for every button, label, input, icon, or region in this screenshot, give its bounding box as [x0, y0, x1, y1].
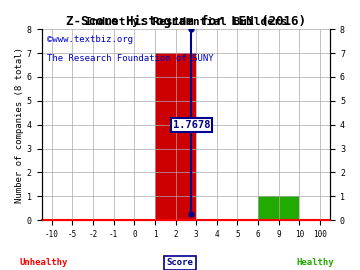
Text: Score: Score [167, 258, 193, 267]
Text: Industry: Residential Builders: Industry: Residential Builders [85, 17, 287, 27]
Text: Unhealthy: Unhealthy [19, 258, 67, 267]
Text: ©www.textbiz.org: ©www.textbiz.org [47, 35, 133, 44]
Text: Healthy: Healthy [296, 258, 334, 267]
Text: The Research Foundation of SUNY: The Research Foundation of SUNY [47, 54, 214, 63]
Y-axis label: Number of companies (8 total): Number of companies (8 total) [15, 47, 24, 202]
Title: Z-Score Histogram for LEN (2016): Z-Score Histogram for LEN (2016) [66, 15, 306, 28]
Bar [258, 196, 299, 220]
Text: 1.7678: 1.7678 [173, 120, 210, 130]
Bar [155, 53, 196, 220]
